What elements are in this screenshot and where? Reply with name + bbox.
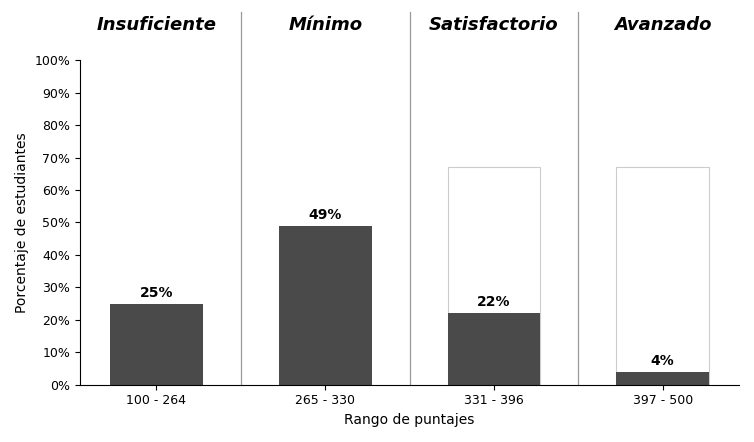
Text: 25%: 25% [139, 286, 173, 300]
Bar [448, 168, 541, 385]
Text: Mínimo: Mínimo [288, 16, 362, 34]
Text: 4%: 4% [651, 354, 675, 368]
Y-axis label: Porcentaje de estudiantes: Porcentaje de estudiantes [15, 132, 29, 313]
Text: 49%: 49% [308, 208, 342, 222]
Bar [616, 372, 709, 385]
Bar [448, 313, 541, 385]
X-axis label: Rango de puntajes: Rango de puntajes [345, 413, 475, 427]
Text: 22%: 22% [477, 295, 510, 309]
Bar [279, 226, 372, 385]
Bar [616, 168, 709, 385]
Text: Satisfactorio: Satisfactorio [429, 16, 559, 34]
Bar [110, 304, 203, 385]
Text: Insuficiente: Insuficiente [97, 16, 216, 34]
Text: Avanzado: Avanzado [614, 16, 712, 34]
